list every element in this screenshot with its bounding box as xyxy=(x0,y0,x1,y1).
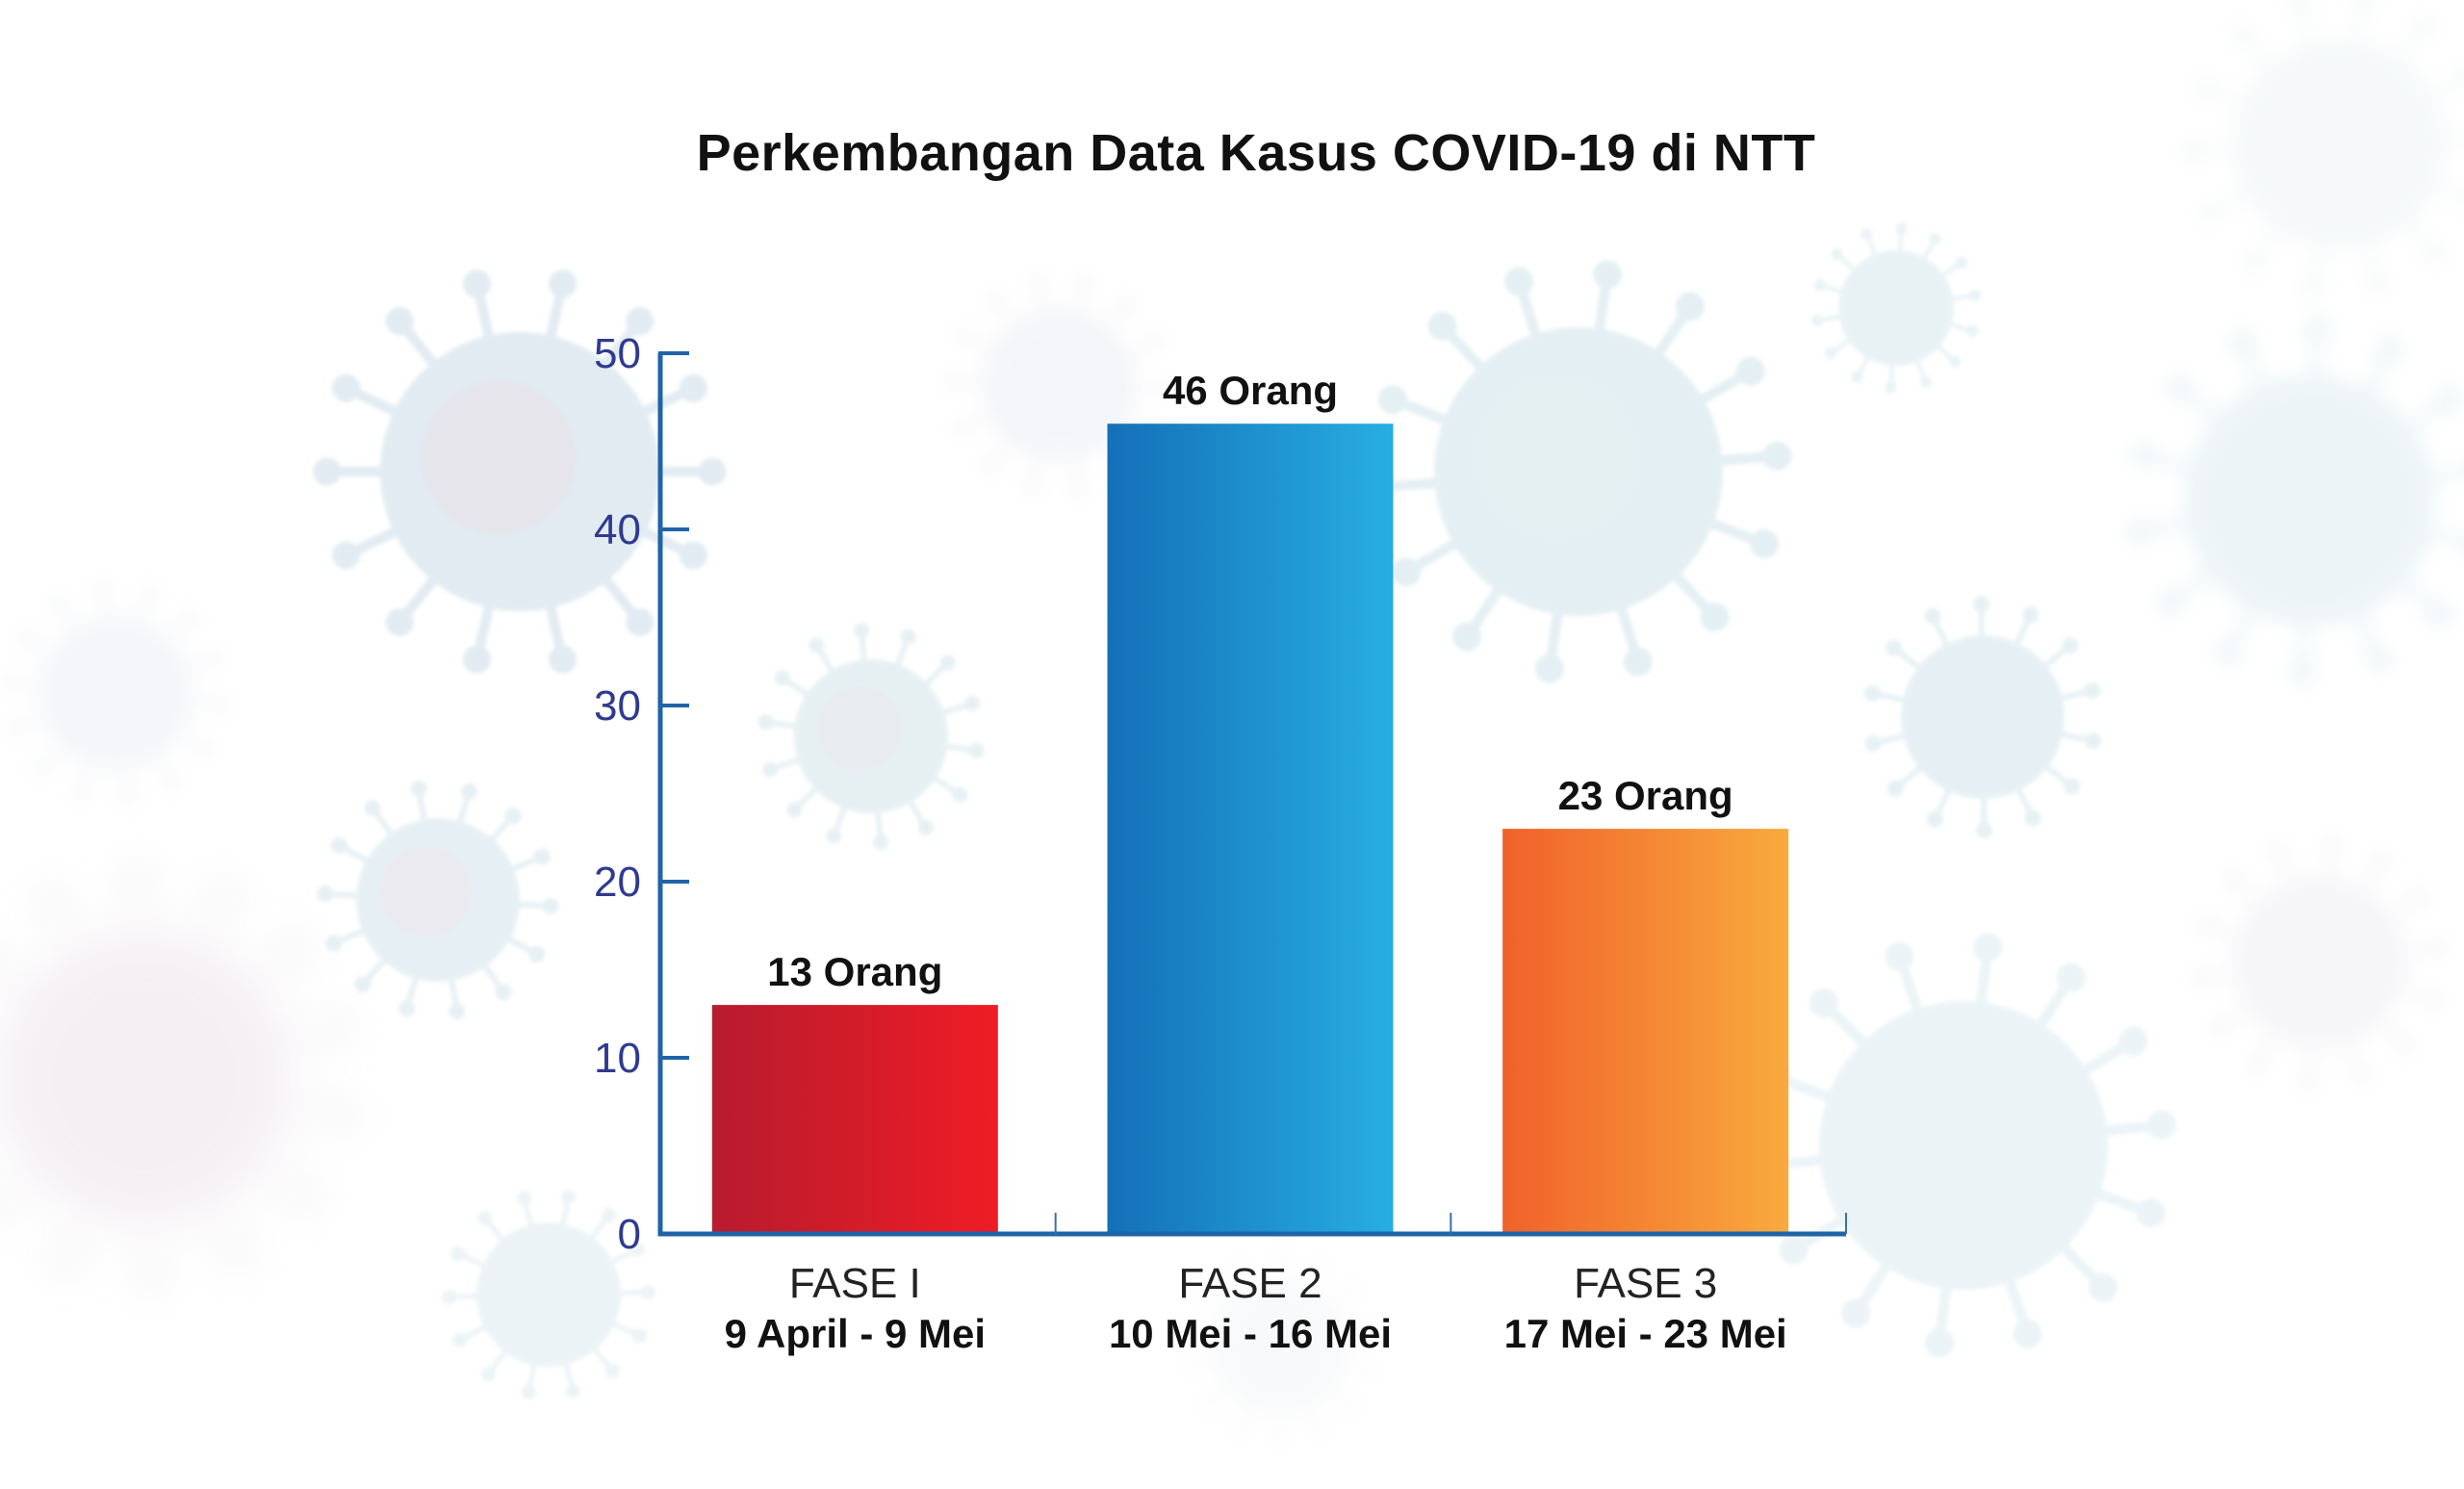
chart-title: Perkembangan Data Kasus COVID-19 di NTT xyxy=(696,124,1816,182)
virus-particle xyxy=(1751,933,2176,1358)
virus-particle xyxy=(317,780,559,1020)
virus-particle xyxy=(757,623,985,850)
data-label-3: 23 Orang xyxy=(1558,773,1733,818)
x-tick-label-2: FASE 2 xyxy=(1178,1260,1322,1307)
bar-2 xyxy=(1107,424,1394,1234)
y-tick-label-40: 40 xyxy=(594,506,641,553)
x-tick-sublabel-3: 17 Mei - 23 Mei xyxy=(1504,1311,1787,1356)
virus-particle xyxy=(313,270,727,674)
y-tick-label-0: 0 xyxy=(618,1211,641,1258)
virus-particle xyxy=(2127,315,2464,686)
virus-particle xyxy=(442,1190,655,1399)
x-tick-label-1: FASE I xyxy=(789,1260,921,1307)
x-tick-label-3: FASE 3 xyxy=(1574,1260,1717,1307)
bar-1 xyxy=(711,1005,998,1234)
y-tick-label-10: 10 xyxy=(594,1035,641,1082)
y-tick-label-50: 50 xyxy=(594,330,641,377)
virus-particle xyxy=(1811,222,1981,394)
virus-particle xyxy=(2182,0,2464,299)
x-tick-sublabel-2: 10 Mei - 16 Mei xyxy=(1109,1311,1392,1356)
data-label-2: 46 Orang xyxy=(1163,368,1338,413)
virus-particle xyxy=(2,579,229,807)
y-tick-label-20: 20 xyxy=(594,859,641,906)
virus-particle xyxy=(1365,260,1792,683)
data-label-1: 13 Orang xyxy=(767,949,942,994)
virus-particle xyxy=(1863,596,2102,838)
bar-3 xyxy=(1502,829,1789,1234)
virus-particle xyxy=(1182,1247,1378,1448)
x-tick-sublabel-1: 9 April - 9 Mei xyxy=(725,1311,987,1356)
y-tick-label-30: 30 xyxy=(594,682,641,730)
virus-particle xyxy=(2192,834,2448,1091)
virus-particle xyxy=(0,864,355,1292)
